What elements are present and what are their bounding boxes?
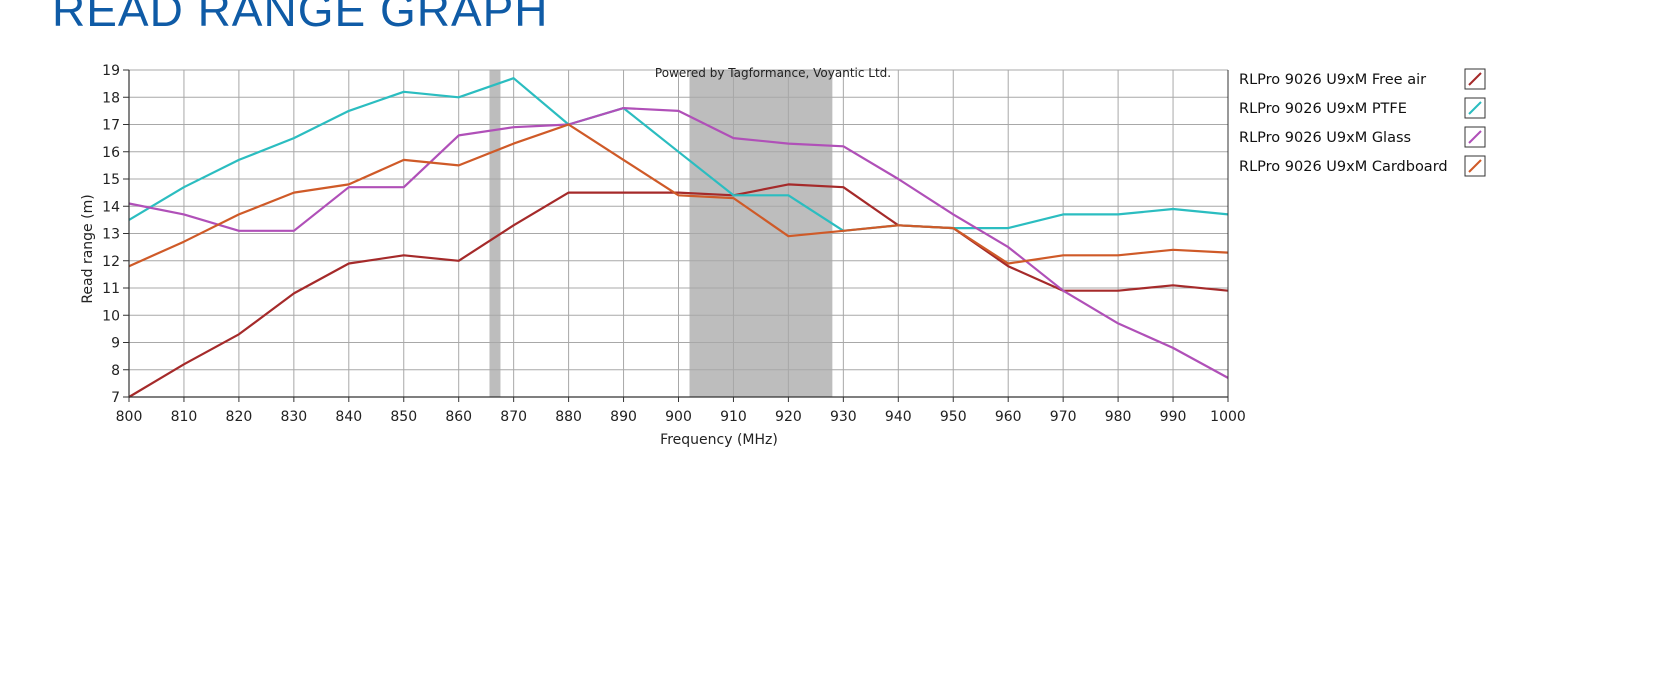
y-tick-label: 15 [102,172,120,188]
x-tick-label: 960 [995,409,1022,425]
x-tick-label: 910 [720,409,747,425]
y-tick-label: 17 [102,118,120,134]
legend-swatch-line [1468,101,1482,115]
page-title: READ RANGE GRAPH [52,0,549,36]
x-tick-label: 990 [1160,409,1187,425]
y-tick-label: 16 [102,145,120,161]
x-tick-label: 820 [226,409,253,425]
y-tick-label: 19 [102,63,120,79]
legend-label: RLPro 9026 U9xM Cardboard [1239,159,1448,175]
y-tick-label: 11 [102,281,120,297]
series-line [128,183,1229,398]
series-line [128,106,1229,379]
legend-label: RLPro 9026 U9xM PTFE [1239,101,1407,117]
legend-swatch-line [1468,130,1482,144]
legend-swatch-line [1468,72,1482,86]
legend-label: RLPro 9026 U9xM Free air [1239,72,1426,88]
x-axis-label: Frequency (MHz) [660,432,778,448]
y-tick-label: 13 [102,227,120,243]
y-tick-label: 8 [111,363,120,379]
legend: RLPro 9026 U9xM Free air RLPro 9026 U9xM … [1239,68,1486,177]
x-tick-label: 900 [665,409,692,425]
y-tick-label: 14 [102,199,120,215]
y-tick-label: 18 [102,90,120,106]
y-tick-label: 9 [111,336,120,352]
x-tick-label: 860 [445,409,472,425]
tick-labels: 800 810 820 830 840 850 860 870 880 890 900 910 920 9… [102,63,1246,425]
series-lines [128,77,1229,398]
series-line [128,123,1229,268]
x-tick-label: 1000 [1210,409,1246,425]
x-tick-label: 840 [335,409,362,425]
x-tick-label: 870 [500,409,527,425]
y-tick-label: 10 [102,308,120,324]
x-tick-label: 890 [610,409,637,425]
x-tick-label: 800 [116,409,143,425]
legend-swatch-line [1468,159,1482,173]
x-tick-label: 920 [775,409,802,425]
x-tick-label: 970 [1050,409,1077,425]
x-tick-label: 850 [390,409,417,425]
x-tick-label: 810 [171,409,198,425]
y-axis-label: Read range (m) [80,194,96,303]
x-tick-label: 830 [280,409,307,425]
y-tick-label: 7 [111,390,120,406]
x-tick-label: 940 [885,409,912,425]
series-line [128,77,1229,232]
grid-lines [128,69,1229,398]
x-tick-label: 930 [830,409,857,425]
chart-credit: Powered by Tagformance, Voyantic Ltd. [655,66,891,80]
x-tick-label: 980 [1105,409,1132,425]
legend-label: RLPro 9026 U9xM Glass [1239,130,1411,146]
axes [123,69,1229,402]
x-tick-label: 950 [940,409,967,425]
y-tick-label: 12 [102,254,120,270]
x-tick-label: 880 [555,409,582,425]
